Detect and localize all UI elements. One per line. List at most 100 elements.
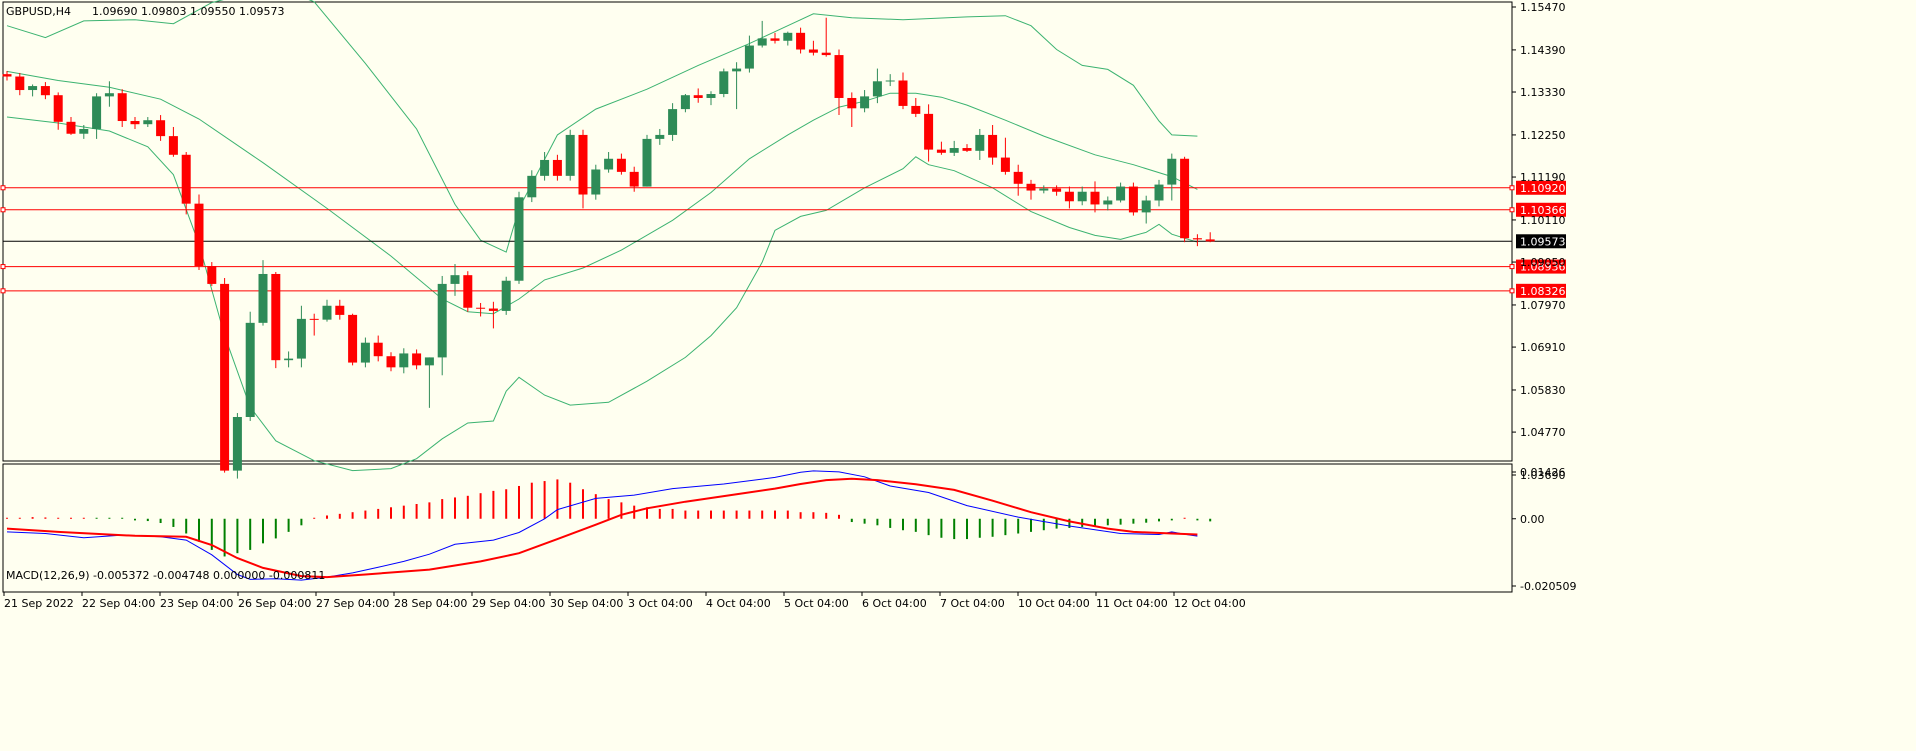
- candle-body: [988, 134, 998, 158]
- level-price-label: 1.10366: [1520, 204, 1566, 217]
- candle-body: [1116, 186, 1126, 201]
- candle-body: [309, 318, 319, 320]
- candle-body: [156, 120, 166, 137]
- candle-body: [1192, 238, 1202, 240]
- time-axis-label: 26 Sep 04:00: [238, 597, 311, 610]
- candle-body: [860, 96, 870, 109]
- price-axis-label: 1.13330: [1520, 86, 1566, 99]
- candle-body: [1026, 183, 1036, 191]
- candle-body: [796, 32, 806, 50]
- bollinger-upper-line: [6, 0, 1198, 253]
- horizontal-levels[interactable]: 1.10920 1.10366 1.08936 1.08326 1.09573: [0, 180, 1566, 298]
- price-axis-label: 1.14390: [1520, 44, 1566, 57]
- candle-body: [284, 358, 294, 361]
- candle-body: [808, 49, 818, 53]
- candle-body: [1154, 184, 1164, 201]
- candle-body: [232, 416, 242, 471]
- candle-body: [885, 80, 895, 82]
- candle-body: [629, 171, 639, 187]
- candle-body: [386, 356, 396, 368]
- level-handle-right: [1509, 264, 1515, 270]
- candle-body: [15, 76, 25, 91]
- candle-body: [975, 134, 985, 151]
- time-axis-label: 4 Oct 04:00: [706, 597, 771, 610]
- macd-axis-label: 0.00: [1520, 513, 1545, 526]
- candle-body: [168, 136, 178, 155]
- candle-body: [962, 148, 972, 151]
- candle-body: [66, 121, 76, 134]
- level-handle-right: [1509, 288, 1515, 294]
- level-handle-left: [0, 288, 6, 294]
- candle-body: [1052, 188, 1062, 192]
- candle-body: [258, 273, 268, 323]
- candle-body: [898, 80, 908, 106]
- candle-body: [936, 149, 946, 153]
- level-handle-left: [0, 207, 6, 213]
- level-handle-left: [0, 264, 6, 270]
- candle-body: [527, 175, 537, 198]
- price-axis-label: 1.07970: [1520, 299, 1566, 312]
- candle-body: [1167, 158, 1177, 185]
- candle-body: [655, 134, 665, 139]
- candle-body: [1103, 200, 1113, 205]
- candle-body: [616, 158, 626, 172]
- candle-body: [399, 353, 409, 368]
- candle-body: [53, 95, 63, 122]
- bollinger-bands: [6, 0, 1198, 472]
- time-axis-label: 30 Sep 04:00: [550, 597, 623, 610]
- candle-body: [335, 305, 345, 315]
- candle-body: [79, 128, 89, 134]
- level-price-label: 1.08936: [1520, 261, 1566, 274]
- candle-body: [514, 197, 524, 281]
- price-axis-label: 1.11190: [1520, 171, 1566, 184]
- level-handle-right: [1509, 207, 1515, 213]
- candle-body: [143, 120, 153, 125]
- candle-body: [207, 266, 217, 284]
- candle-body: [552, 159, 562, 176]
- candle-body: [1205, 239, 1215, 242]
- candle-body: [360, 342, 370, 363]
- candle-body: [732, 68, 742, 72]
- candle-body: [783, 32, 793, 41]
- candle-body: [949, 148, 959, 153]
- price-axis-label: 1.10110: [1520, 214, 1566, 227]
- current-price-tag: [1516, 234, 1566, 249]
- candle-body: [194, 203, 204, 267]
- candle-body: [668, 109, 678, 135]
- candle-body: [450, 275, 460, 284]
- candle-body: [591, 169, 601, 195]
- level-price-label: 1.10920: [1520, 182, 1566, 195]
- price-axis-label: 1.06910: [1520, 341, 1566, 354]
- candle-body: [872, 81, 882, 97]
- candle-body: [719, 71, 729, 95]
- price-panel-frame: [2, 1, 1513, 462]
- candle-body: [117, 93, 127, 122]
- candle-body: [1039, 188, 1049, 191]
- candle-body: [220, 283, 230, 471]
- symbol-label: GBPUSD,H4: [6, 5, 71, 18]
- ohlc-values: 1.09690 1.09803 1.09550 1.09573: [92, 5, 285, 18]
- candle-body: [565, 134, 575, 176]
- candle-body: [437, 283, 447, 358]
- macd-axis-label: -0.020509: [1520, 580, 1576, 593]
- macd-panel-frame: [2, 463, 1513, 593]
- price-axis-label: 1.12250: [1520, 129, 1566, 142]
- candle-body: [92, 96, 102, 129]
- candle-body: [604, 158, 614, 170]
- candle-body: [693, 95, 703, 98]
- candle-body: [488, 308, 498, 311]
- time-axis-label: 12 Oct 04:00: [1174, 597, 1246, 610]
- time-axis-label: 11 Oct 04:00: [1096, 597, 1168, 610]
- candle-body: [476, 307, 486, 309]
- candle-body: [1064, 191, 1074, 202]
- time-axis-label: 3 Oct 04:00: [628, 597, 693, 610]
- candle-body: [924, 113, 934, 150]
- candle-body: [540, 159, 550, 176]
- time-axis-label: 22 Sep 04:00: [82, 597, 155, 610]
- axes: 1.15470 1.14390 1.13330 1.12250 1.11190 1.101…: [3, 1, 1576, 610]
- chart-frames: [2, 1, 1513, 593]
- candle-body: [296, 318, 306, 359]
- candle-body: [578, 134, 588, 195]
- candle-body: [1141, 200, 1151, 213]
